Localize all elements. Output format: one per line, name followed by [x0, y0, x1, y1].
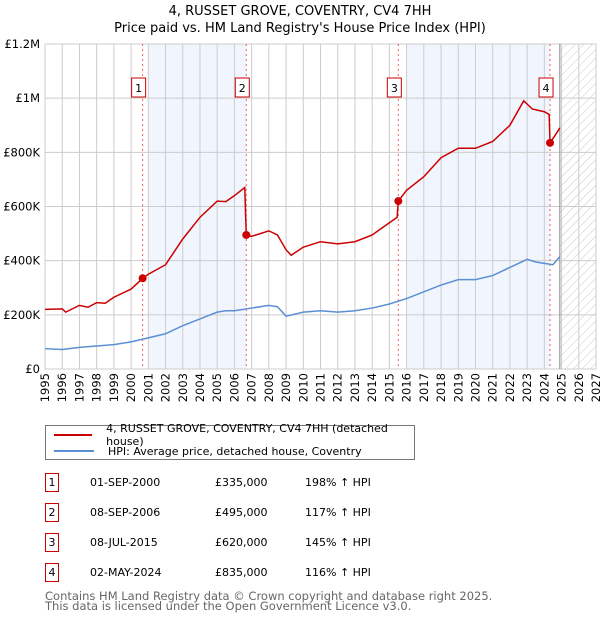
footer-copyright: Contains HM Land Registry data © Crown c… — [45, 589, 493, 603]
sale-point — [138, 274, 147, 283]
x-tick-label: 2020 — [468, 373, 482, 402]
x-tick-label: 2005 — [210, 373, 224, 402]
legend-property-label: 4, RUSSET GROVE, COVENTRY, CV4 7HH (deta… — [106, 422, 388, 448]
transaction-row: 4 02-MAY-2024 £835,000 116% ↑ HPI — [45, 563, 445, 583]
transaction-number: 1 — [45, 473, 59, 492]
transaction-number: 2 — [45, 503, 59, 522]
x-tick-label: 2021 — [486, 373, 500, 402]
x-tick-label: 2026 — [572, 373, 586, 402]
x-tick-label: 2012 — [331, 373, 345, 402]
sale-number-label: 4 — [543, 82, 550, 95]
transaction-row: 3 08-JUL-2015 £620,000 145% ↑ HPI — [45, 533, 445, 553]
y-tick-label: £0 — [25, 362, 40, 376]
x-tick-label: 2023 — [520, 373, 534, 402]
x-tick-label: 2017 — [417, 373, 431, 402]
sale-number-box — [538, 77, 554, 98]
legend-hpi-label: HPI: Average price, detached house, Cove… — [108, 444, 362, 458]
x-tick-label: 2004 — [193, 373, 207, 402]
chart-title: 4, RUSSET GROVE, COVENTRY, CV4 7HH — [168, 4, 432, 19]
x-tick-label: 2024 — [537, 373, 551, 402]
x-tick-label: 2001 — [141, 373, 155, 402]
sale-number-label: 2 — [239, 82, 246, 95]
transaction-hpi-change: 198% ↑ HPI — [305, 476, 371, 489]
legend-item-property: 4, RUSSET GROVE, COVENTRY, CV4 7HH (deta… — [54, 422, 414, 448]
transaction-number: 4 — [45, 563, 59, 582]
x-tick-label: 2009 — [279, 373, 293, 402]
footer-licence: This data is licensed under the Open Gov… — [45, 599, 412, 613]
x-tick-label: 1996 — [55, 373, 69, 402]
plot-border — [44, 43, 597, 370]
transaction-price: £620,000 — [215, 536, 268, 549]
sale-number-label: 3 — [391, 82, 398, 95]
x-tick-label: 2013 — [348, 373, 362, 402]
sale-number-box — [234, 77, 250, 98]
transaction-price: £835,000 — [215, 566, 268, 579]
x-tick-label: 2016 — [400, 373, 414, 402]
x-tick-label: 2025 — [555, 373, 569, 402]
chart-subtitle: Price paid vs. HM Land Registry's House … — [114, 21, 486, 36]
y-tick-label: £1M — [15, 91, 40, 105]
legend-item-hpi: HPI: Average price, detached house, Cove… — [54, 443, 362, 459]
transaction-hpi-change: 145% ↑ HPI — [305, 536, 371, 549]
price-chart: 1995 1996 1997 1998 1999 2000 2001 2002 2003 2004… — [3, 37, 600, 402]
x-tick-label: 2006 — [227, 373, 241, 402]
x-tick-label: 2014 — [365, 373, 379, 402]
x-tick-label: 1995 — [38, 373, 52, 402]
sale-point — [546, 138, 555, 147]
y-tick-label: £1.2M — [4, 37, 40, 51]
x-tick-label: 2022 — [503, 373, 517, 402]
x-tick-label: 2011 — [314, 373, 328, 402]
y-tick-label: £200K — [3, 308, 40, 322]
x-tick-label: 2007 — [245, 373, 259, 402]
sale-number-box — [386, 77, 402, 98]
legend-red-line — [54, 434, 93, 436]
x-tick-label: 2000 — [124, 373, 138, 402]
legend-blue-line — [54, 450, 94, 452]
transaction-date: 02-MAY-2024 — [90, 566, 162, 579]
y-tick-label: £800K — [3, 145, 40, 159]
series-line — [44, 99, 561, 314]
transaction-price: £495,000 — [215, 506, 268, 519]
sale-point — [242, 230, 251, 239]
x-tick-label: 1998 — [90, 373, 104, 402]
series-line — [44, 256, 561, 351]
x-tick-label: 2002 — [159, 373, 173, 402]
sale-number-box — [131, 77, 147, 98]
legend: 4, RUSSET GROVE, COVENTRY, CV4 7HH (deta… — [45, 422, 415, 460]
x-tick-label: 2019 — [451, 373, 465, 402]
sale-number-label: 1 — [135, 82, 142, 95]
x-tick-label: 2018 — [434, 373, 448, 402]
x-tick-label: 2003 — [176, 373, 190, 402]
x-tick-label: 2015 — [382, 373, 396, 402]
y-tick-label: £400K — [3, 254, 40, 268]
y-tick-label: £600K — [3, 200, 40, 214]
x-tick-label: 2027 — [589, 373, 600, 402]
transaction-date: 08-JUL-2015 — [90, 536, 158, 549]
sale-point — [394, 197, 403, 206]
transaction-hpi-change: 116% ↑ HPI — [305, 566, 371, 579]
transaction-date: 08-SEP-2006 — [90, 506, 161, 519]
transaction-row: 2 08-SEP-2006 £495,000 117% ↑ HPI — [45, 503, 445, 523]
x-tick-label: 1997 — [72, 373, 86, 402]
x-tick-label: 2008 — [262, 373, 276, 402]
x-tick-label: 1999 — [107, 373, 121, 402]
transaction-price: £335,000 — [215, 476, 268, 489]
transaction-date: 01-SEP-2000 — [90, 476, 161, 489]
transaction-hpi-change: 117% ↑ HPI — [305, 506, 371, 519]
x-tick-label: 2010 — [296, 373, 310, 402]
transaction-row: 1 01-SEP-2000 £335,000 198% ↑ HPI — [45, 473, 445, 493]
transaction-number: 3 — [45, 533, 59, 552]
